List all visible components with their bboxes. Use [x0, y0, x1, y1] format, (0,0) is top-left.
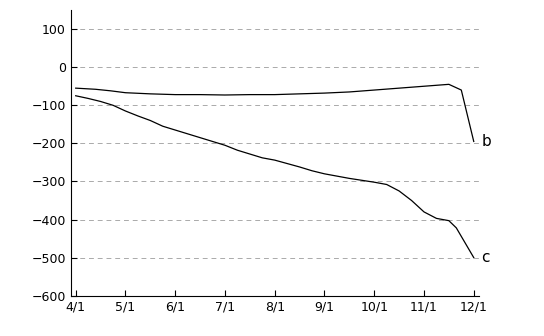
Text: c: c	[481, 250, 490, 265]
Text: b: b	[481, 134, 491, 149]
